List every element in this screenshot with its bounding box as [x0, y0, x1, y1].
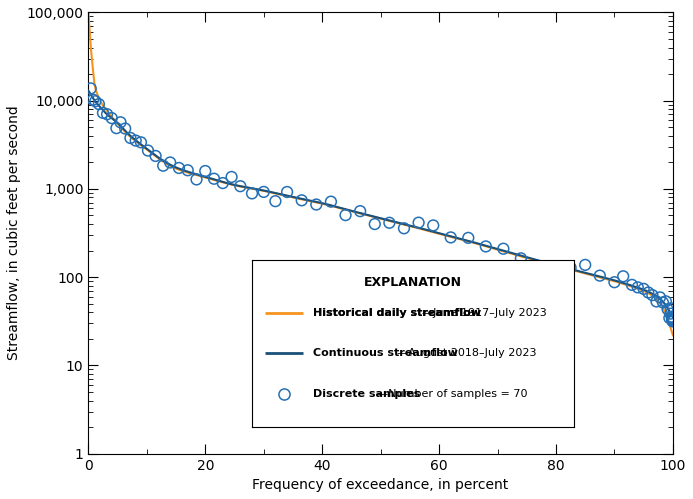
Point [217, 179, 228, 187]
Point [638, 285, 649, 293]
Point [654, 293, 665, 301]
Point [247, 190, 258, 198]
Point [87, 96, 98, 104]
Point [667, 316, 678, 324]
Point [428, 222, 439, 230]
Point [270, 197, 281, 205]
Point [310, 201, 322, 209]
X-axis label: Frequency of exceedance, in percent: Frequency of exceedance, in percent [252, 478, 509, 492]
Point [326, 198, 337, 206]
Point [565, 263, 576, 271]
Point [480, 243, 491, 250]
Point [665, 310, 676, 318]
Point [340, 211, 351, 219]
Point [94, 100, 105, 108]
Point [647, 291, 658, 299]
Point [516, 254, 527, 262]
Point [143, 147, 154, 155]
Point [667, 316, 678, 324]
Point [296, 196, 307, 204]
Point [445, 234, 456, 242]
Point [355, 207, 366, 215]
Point [617, 272, 629, 280]
Point [667, 314, 678, 322]
Point [533, 262, 544, 270]
Point [157, 162, 168, 170]
Point [664, 314, 675, 322]
Point [658, 298, 669, 306]
Point [662, 305, 673, 313]
Point [667, 315, 678, 323]
Point [182, 166, 193, 174]
Point [98, 109, 109, 117]
Point [667, 317, 678, 325]
Point [111, 124, 122, 132]
Point [369, 220, 380, 228]
Point [398, 225, 410, 233]
Point [643, 288, 654, 296]
Point [130, 137, 141, 145]
Point [173, 164, 184, 172]
Point [90, 97, 101, 105]
Point [226, 173, 237, 181]
Point [200, 167, 211, 175]
Point [150, 152, 161, 160]
Point [413, 219, 424, 227]
Point [632, 283, 643, 291]
Point [106, 114, 117, 122]
Point [120, 125, 131, 133]
Point [595, 271, 606, 279]
Point [85, 84, 96, 92]
Point [125, 134, 136, 142]
Point [165, 159, 176, 167]
Point [235, 182, 246, 190]
Point [115, 118, 126, 126]
Point [660, 297, 672, 305]
Point [463, 234, 474, 242]
Point [609, 278, 620, 286]
Point [626, 281, 638, 289]
Point [384, 219, 395, 227]
Point [498, 245, 509, 252]
Point [191, 176, 202, 184]
Point [281, 188, 292, 196]
Point [209, 175, 220, 183]
Point [135, 138, 146, 146]
Point [550, 267, 561, 275]
Point [665, 304, 676, 312]
Point [579, 261, 590, 269]
Point [101, 110, 112, 118]
Point [258, 188, 270, 196]
Point [666, 313, 677, 321]
Y-axis label: Streamflow, in cubic feet per second: Streamflow, in cubic feet per second [7, 106, 21, 360]
Point [651, 297, 662, 305]
